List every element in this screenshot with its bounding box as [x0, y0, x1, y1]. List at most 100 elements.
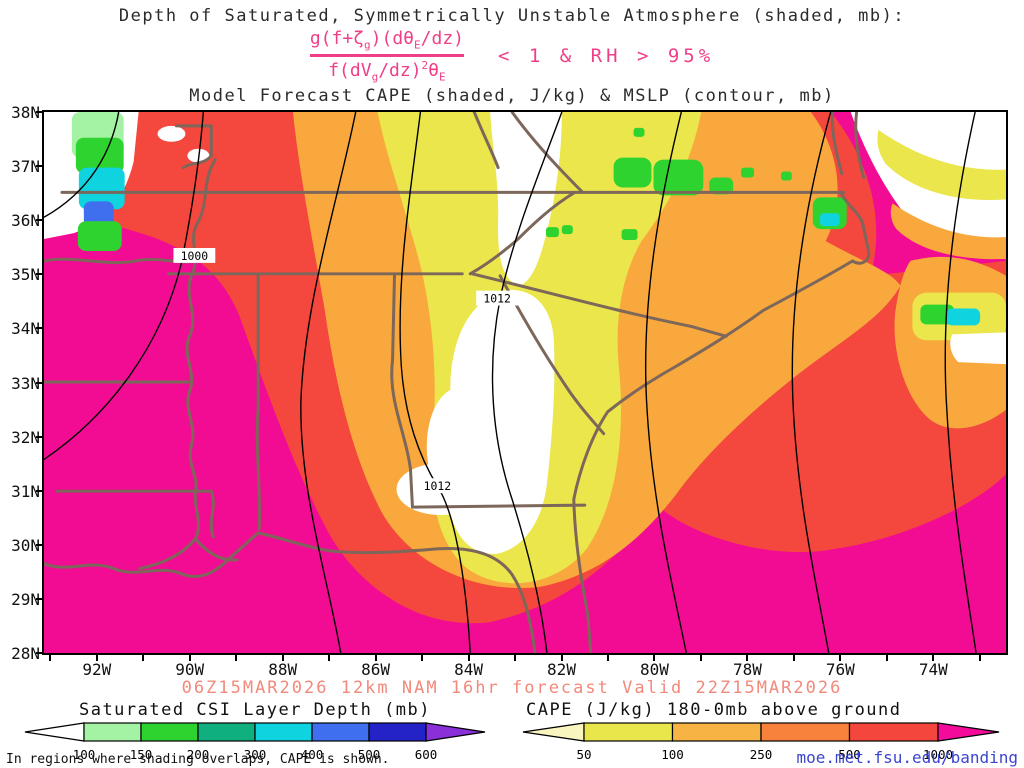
- legend-segment: [197, 722, 256, 742]
- lat-tick: [36, 327, 44, 330]
- legend-tick-label: 100: [661, 747, 684, 762]
- lon-tick: [142, 653, 145, 661]
- contour-label-1012-upper: 1012: [476, 290, 519, 306]
- formula-sub: g: [364, 38, 371, 52]
- source-link[interactable]: moe.met.fsu.edu/banding: [796, 748, 1018, 767]
- lat-tick: [36, 652, 44, 654]
- state-borders: [44, 112, 871, 653]
- legend-segment: [254, 722, 313, 742]
- legend-right-arrow: [937, 722, 1000, 742]
- legend-tick-label: 150: [130, 747, 153, 762]
- legend-tick-label: 100: [73, 747, 96, 762]
- legend-tick-label: 200: [187, 747, 210, 762]
- legend-segment: [83, 722, 142, 742]
- legend-csi-depth: Saturated CSI Layer Depth (mb) 100 150 200…: [24, 700, 486, 768]
- legend-segment: [583, 722, 674, 742]
- legend-cape: CAPE (J/kg) 180-0mb above ground 50 100 25…: [522, 700, 1000, 768]
- lon-tick: [49, 653, 52, 661]
- map-svg: 1000 1012 1012: [44, 112, 1006, 653]
- lon-tick: [792, 653, 795, 661]
- overlap-footnote: In regions where shading overlaps, CAPE …: [6, 752, 390, 767]
- legend-right-arrow: [425, 722, 486, 742]
- lon-label: 80W: [640, 660, 669, 679]
- lon-tick: [467, 653, 470, 661]
- legend-segment: [760, 722, 851, 742]
- lon-tick: [839, 653, 842, 661]
- legend-cape-colorbar: 50 100 250 500 1000: [522, 722, 1000, 762]
- contour-label-1012-lower: 1012: [416, 478, 459, 493]
- lon-tick: [978, 653, 981, 661]
- lon-tick: [606, 653, 609, 661]
- lon-label: 90W: [175, 660, 205, 679]
- lat-tick: [36, 273, 44, 276]
- svg-text:1012: 1012: [424, 479, 452, 493]
- svg-text:1012: 1012: [483, 292, 511, 306]
- lat-label: 38N: [11, 103, 40, 122]
- page-title: Depth of Saturated, Symmetrically Unstab…: [118, 6, 906, 26]
- formula-denominator: f(dVg/dz)2θE: [328, 58, 446, 84]
- legend-left-arrow: [522, 722, 585, 742]
- legend-segment: [311, 722, 370, 742]
- legend-csi-title: Saturated CSI Layer Depth (mb): [78, 700, 432, 720]
- page-subtitle: Model Forecast CAPE (shaded, J/kg) & MSL…: [189, 86, 835, 106]
- lat-label: 29N: [11, 589, 40, 609]
- lat-label: 36N: [11, 211, 40, 231]
- lon-label: 92W: [82, 660, 112, 679]
- lon-tick: [885, 653, 888, 661]
- legend-left-arrow: [24, 722, 85, 742]
- mslp-contours: [44, 112, 977, 653]
- lat-tick: [36, 381, 44, 384]
- lat-label: 35N: [11, 265, 40, 285]
- lat-label: 30N: [11, 535, 40, 555]
- lon-tick: [95, 653, 98, 661]
- legend-tick-label: 1000: [923, 747, 953, 762]
- formula-sub: g: [371, 70, 379, 84]
- lat-tick: [36, 597, 44, 600]
- lat-tick: [36, 165, 44, 168]
- contour-label-1000: 1000: [173, 247, 216, 263]
- legend-tick-label: 400: [301, 747, 324, 762]
- shading-layer: [44, 112, 1006, 653]
- legend-tick-label: 500: [838, 747, 861, 762]
- lon-label: 84W: [454, 660, 484, 679]
- legend-tick-label: 500: [358, 747, 381, 762]
- formula-numerator: g(f+ζg)(dθE/dz): [309, 28, 464, 52]
- legend-cape-title: CAPE (J/kg) 180-0mb above ground: [526, 700, 902, 720]
- lon-tick: [560, 653, 563, 661]
- lon-label: 82W: [547, 660, 576, 679]
- forecast-map: 1000 1012 1012 38N 37N 36N 35N 34N 33N 32N 31N 3…: [11, 103, 1008, 679]
- lon-tick: [235, 653, 238, 661]
- lon-label: 76W: [825, 660, 855, 679]
- formula-fraction: g(f+ζg)(dθE/dz) f(dVg/dz)2θE: [309, 28, 464, 84]
- lon-label: 78W: [732, 660, 762, 679]
- legend-segment: [140, 722, 199, 742]
- lat-tick: [36, 489, 44, 492]
- lon-tick: [421, 653, 424, 661]
- svg-text:1000: 1000: [181, 249, 209, 263]
- lon-tick: [932, 653, 935, 661]
- csi-formula: g(f+ζg)(dθE/dz) f(dVg/dz)2θE < 1 & RH > …: [0, 28, 1024, 83]
- legend-tick-label: 50: [576, 747, 591, 762]
- lon-tick: [281, 653, 284, 661]
- formula-sub: E: [414, 38, 421, 52]
- forecast-valid-line: 06Z15MAR2026 12km NAM 16hr forecast Vali…: [181, 678, 843, 698]
- formula-sup: 2: [421, 58, 429, 72]
- lon-tick: [514, 653, 517, 661]
- legend-csi-colorbar: 100 150 200 300 400 500 600: [24, 722, 486, 762]
- lon-tick: [746, 653, 749, 661]
- legend-segment: [368, 722, 427, 742]
- lon-label: 74W: [918, 660, 948, 679]
- fraction-bar: [309, 53, 464, 57]
- lat-tick: [36, 435, 44, 438]
- formula-sub: E: [439, 70, 446, 84]
- lat-tick: [36, 219, 44, 222]
- legend-tick-label: 250: [750, 747, 773, 762]
- lon-tick: [699, 653, 702, 661]
- lon-label: 86W: [361, 660, 391, 679]
- legend-segment: [671, 722, 762, 742]
- lon-tick: [653, 653, 656, 661]
- lon-label: 88W: [268, 660, 298, 679]
- lat-label: 31N: [11, 481, 40, 501]
- lat-tick: [36, 543, 44, 546]
